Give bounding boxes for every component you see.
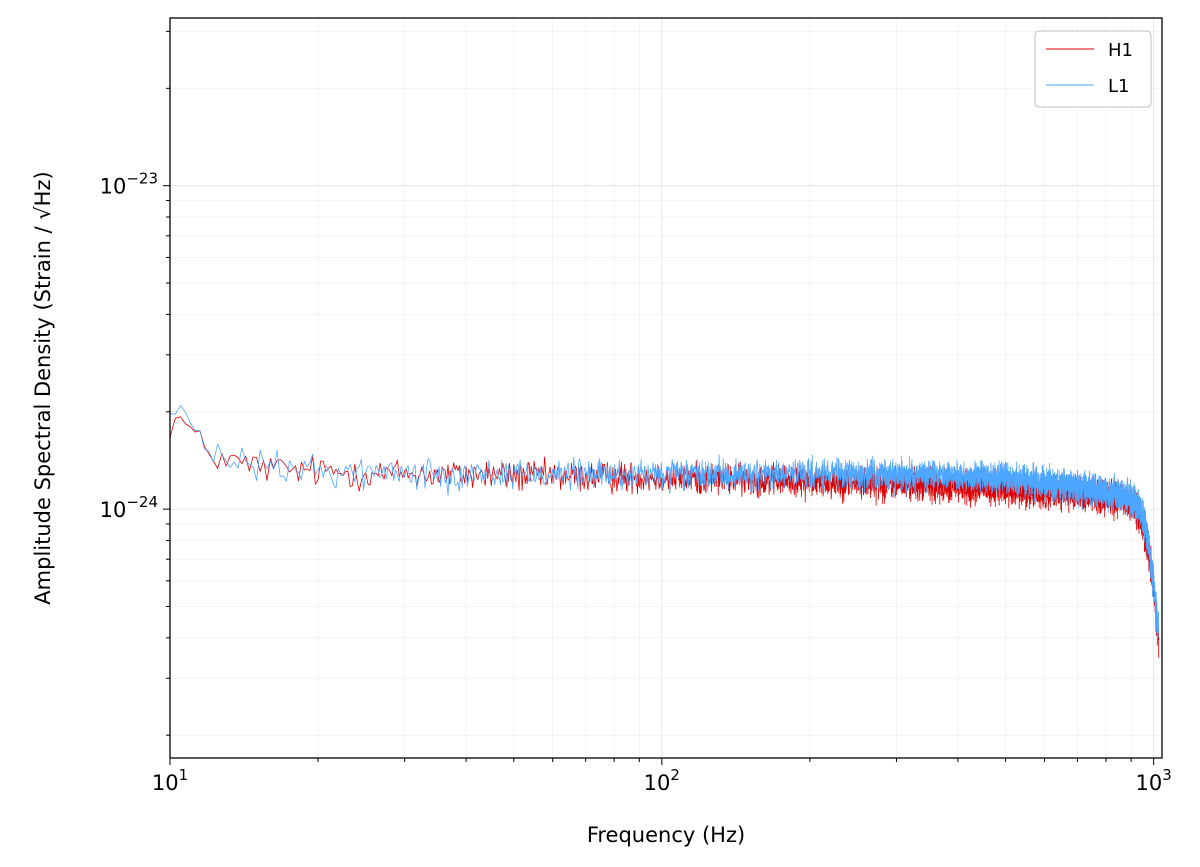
legend-label-h1: H1: [1108, 40, 1133, 61]
x-axis-label: Frequency (Hz): [587, 823, 745, 847]
x-tick-label: 101: [152, 766, 188, 795]
plot-area-background: [170, 18, 1162, 758]
y-axis-label: Amplitude Spectral Density (Strain / √Hz…: [31, 171, 55, 604]
legend-label-l1: L1: [1108, 76, 1129, 97]
y-tick-label: 10−24: [100, 493, 158, 522]
legend-box: [1034, 30, 1152, 108]
x-tick-label: 102: [644, 766, 680, 795]
series-group: [170, 405, 1160, 658]
legend: H1 L1: [1034, 30, 1152, 108]
series-line-l1: [170, 405, 1160, 639]
grid: [169, 18, 1162, 758]
plot-frame: [169, 17, 1163, 759]
y-tick-label: 10−23: [100, 170, 158, 199]
x-tick-label: 103: [1135, 766, 1171, 795]
axis-ticks: 101 102 103 10−24 10−23: [100, 30, 1172, 795]
